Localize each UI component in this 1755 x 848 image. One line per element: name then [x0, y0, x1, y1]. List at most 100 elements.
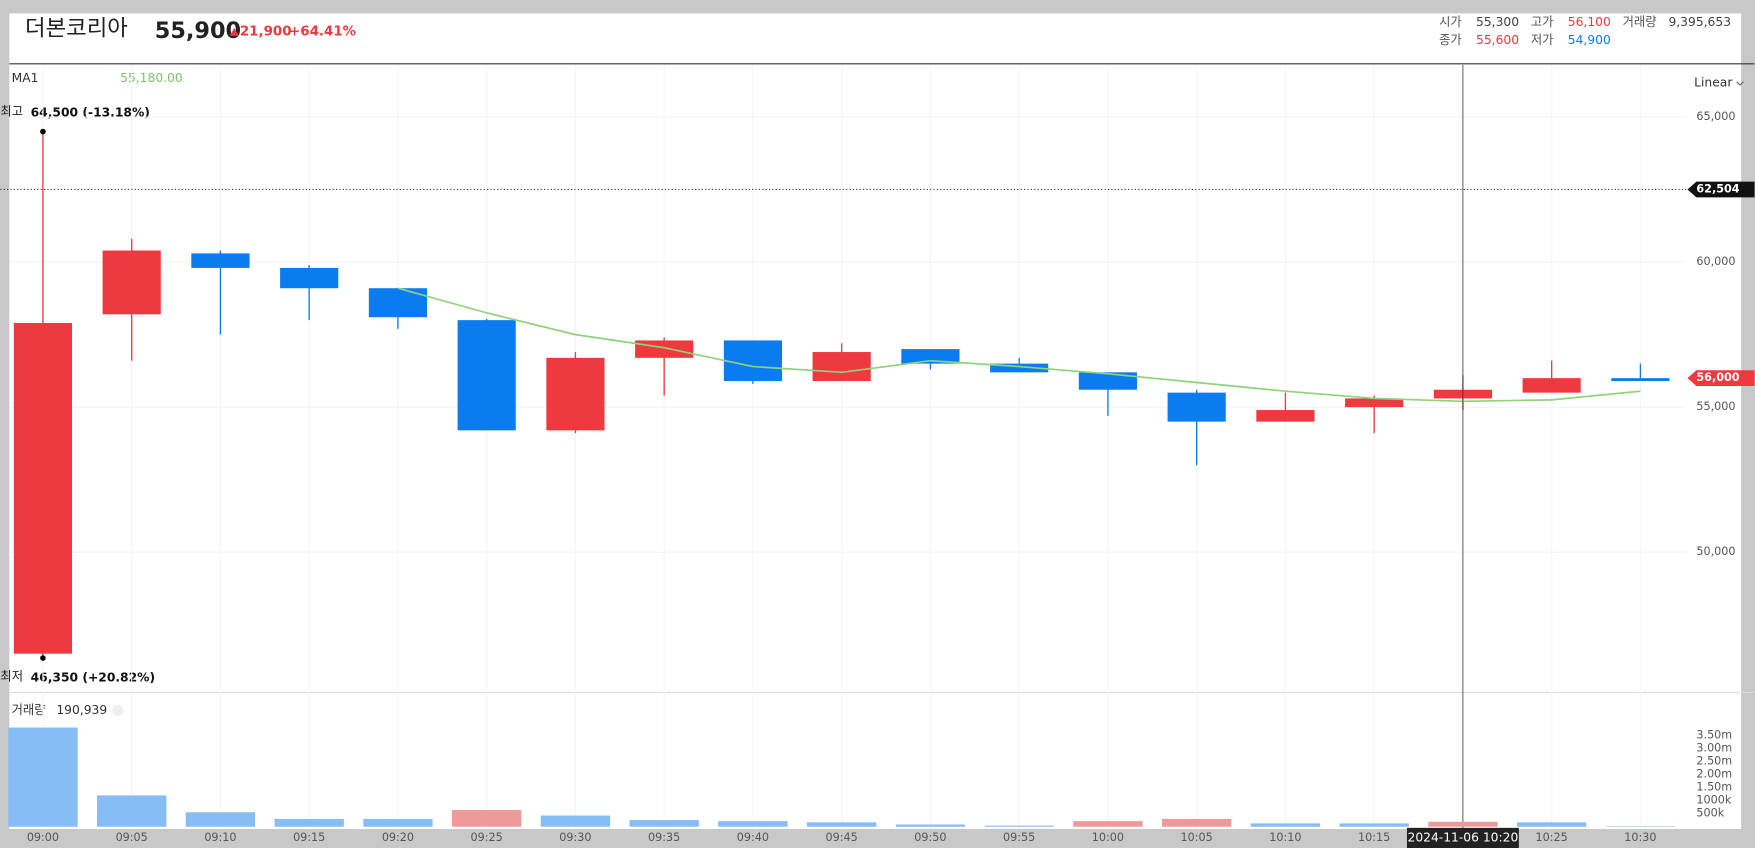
x-tick-label: 09:40 [737, 831, 769, 844]
chart-panel [9, 13, 1742, 829]
candle-body [191, 253, 250, 268]
scale-button[interactable]: Linear [1694, 75, 1733, 89]
up-triangle [229, 27, 239, 36]
candle-body [457, 320, 516, 431]
x-tick-label: 10:10 [1269, 831, 1301, 844]
stat-value: 55,600 [1476, 33, 1519, 47]
x-tick-label: 10:15 [1358, 831, 1390, 844]
candle-body [1611, 378, 1670, 382]
volume-bar [1073, 821, 1143, 827]
low-note-label: 최저 [0, 669, 23, 683]
volume-bar [8, 727, 78, 827]
high-note: 64,500 (-13.18%) [31, 105, 150, 119]
stat-label: 시가 [1439, 15, 1462, 29]
scale-caret[interactable] [1736, 81, 1744, 86]
volume-bar [274, 818, 344, 827]
volume-bar [895, 824, 966, 827]
x-tick-label: 10:05 [1181, 831, 1213, 844]
x-tick-label: 09:05 [116, 831, 148, 844]
candle-body [901, 349, 960, 364]
volume-bar [540, 815, 611, 827]
stat-value: 54,900 [1568, 33, 1611, 47]
candle-body [1522, 378, 1581, 393]
candle-body [1256, 410, 1315, 422]
stat-label: 고가 [1531, 15, 1554, 29]
volume-bar [1605, 826, 1676, 827]
stat-label: 저가 [1531, 33, 1554, 47]
x-tick-label: 09:00 [27, 831, 59, 844]
volume-bar [1428, 821, 1498, 827]
x-tick-label: 09:50 [914, 831, 946, 844]
volume-bar [1339, 823, 1409, 827]
volume-bar [185, 812, 256, 827]
volume-tick-label: 2.50m [1696, 754, 1732, 767]
x-tick-label: 10:30 [1624, 831, 1656, 844]
x-tick-label: 09:20 [382, 831, 414, 844]
candle-body [1078, 372, 1138, 390]
last-price: 56,000 [1696, 371, 1739, 384]
high-dot [40, 128, 46, 135]
ma-name: MA1 [12, 71, 39, 85]
y-tick-label: 60,000 [1696, 255, 1735, 268]
ma-line [397, 287, 1641, 403]
volume-tick-label: 1000k [1696, 794, 1731, 807]
stat-label: 거래량 [1623, 15, 1657, 29]
volume-close[interactable] [112, 704, 124, 716]
candle-body [280, 267, 339, 289]
volume-bar [1161, 818, 1232, 827]
ma-value: 55,180.00 [120, 71, 183, 85]
stat-value: 56,100 [1568, 15, 1611, 29]
y-tick-label: 50,000 [1696, 545, 1735, 558]
candle-body [368, 288, 428, 318]
price-change: 21,900 [240, 24, 292, 39]
x-tick-label: 09:25 [471, 831, 503, 844]
x-tick-label: 09:15 [293, 831, 325, 844]
x-tick-label: 09:10 [204, 831, 236, 844]
volume-value: 190,939 [56, 703, 107, 717]
volume-bar [451, 810, 522, 827]
stock-price: 55,900 [155, 18, 241, 44]
volume-tick-label: 3.50m [1696, 728, 1732, 741]
candle-body [723, 340, 783, 382]
crosshair-time-bg [1406, 827, 1519, 848]
volume-bar [96, 795, 167, 827]
stock-name: 더본코리아 [25, 16, 128, 42]
volume-name: 거래량 [12, 703, 46, 717]
volume-bar [718, 821, 788, 827]
candle-body [102, 250, 161, 315]
volume-tick-label: 500k [1696, 807, 1724, 820]
crosshair-price: 62,504 [1696, 182, 1739, 195]
last-price-tag [1687, 370, 1755, 386]
stat-value: 9,395,653 [1668, 15, 1731, 29]
high-note-label: 최고 [0, 104, 23, 118]
volume-bar [1250, 823, 1321, 827]
volume-bar [363, 818, 433, 827]
candle-body [546, 357, 605, 431]
price-change-pct: +64.41% [289, 24, 356, 39]
volume-bar [984, 825, 1054, 827]
candle-body [635, 340, 694, 358]
y-tick-label: 55,000 [1696, 400, 1735, 413]
volume-tick-label: 1.50m [1696, 781, 1732, 794]
low-note: 46,350 (+20.82%) [31, 670, 156, 684]
crosshair-tag [1687, 181, 1755, 198]
candle-body [990, 363, 1049, 373]
candle-body [1167, 392, 1226, 422]
y-tick-label: 65,000 [1696, 110, 1735, 123]
x-tick-label: 10:25 [1536, 831, 1568, 844]
volume-bar [629, 820, 699, 827]
candle-body [13, 323, 73, 654]
candle-body [812, 352, 871, 382]
volume-bar [1516, 822, 1587, 827]
crosshair-time: 2024-11-06 10:20 [1408, 830, 1519, 844]
x-tick-label: 09:35 [648, 831, 680, 844]
x-tick-label: 10:00 [1092, 831, 1124, 844]
volume-tick-label: 2.00m [1696, 768, 1732, 781]
low-dot [40, 655, 46, 661]
stat-value: 55,300 [1476, 15, 1519, 29]
volume-tick-label: 3.00m [1696, 741, 1732, 754]
stat-label: 종가 [1439, 33, 1462, 47]
x-tick-label: 09:45 [826, 831, 858, 844]
